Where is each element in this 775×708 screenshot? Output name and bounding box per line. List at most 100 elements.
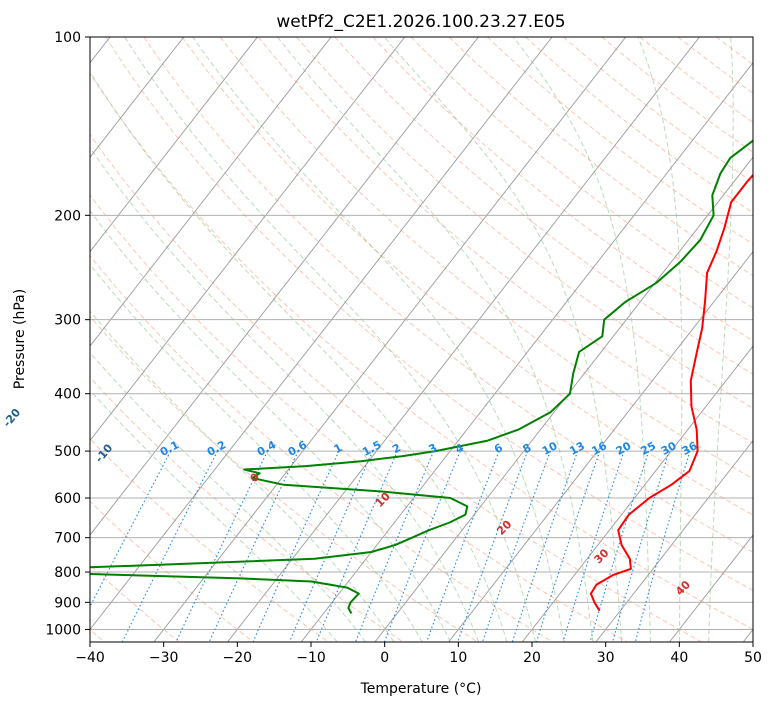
dry-adiabat-line	[563, 37, 753, 183]
isotherm-line	[448, 250, 753, 642]
x-tick-label: 0	[380, 650, 389, 666]
y-tick-label: 200	[54, 208, 81, 224]
dry-adiabat-label: -20	[0, 406, 23, 430]
mixing-ratio-line	[562, 450, 625, 642]
isotherm-line	[742, 628, 753, 642]
mixing-ratio-line	[90, 450, 172, 608]
mixing-ratio-label: 4	[453, 441, 466, 456]
isotherm-line	[153, 37, 627, 642]
x-axis-label: Temperature (°C)	[360, 681, 482, 697]
y-tick-label: 600	[54, 491, 81, 507]
mixing-ratio-line	[535, 450, 601, 642]
mixing-ratio-label: 2	[390, 441, 403, 456]
dry-adiabat-line	[448, 37, 753, 277]
y-axis-label: Pressure (hPa)	[12, 289, 28, 389]
y-tick-label: 900	[54, 595, 81, 611]
x-tick-label: −20	[223, 650, 253, 666]
dry-adiabat-line	[105, 37, 753, 591]
x-tick-label: 10	[449, 650, 467, 666]
moist-adiabat-line	[90, 70, 508, 642]
isotherm-line	[90, 37, 185, 158]
dry-adiabat-line	[296, 37, 753, 409]
y-tick-label: 800	[54, 565, 81, 581]
mixing-ratio-label: 3	[426, 441, 439, 456]
mixing-ratio-line	[481, 450, 551, 642]
isotherm-line	[90, 37, 332, 347]
moist-adiabat-line	[383, 37, 623, 642]
moist-adiabat-label: 20	[494, 517, 514, 537]
moist-adiabat-line	[124, 37, 536, 642]
mixing-ratio-label: 0.4	[255, 438, 279, 459]
moist-adiabat-line	[90, 351, 366, 642]
moist-adiabat-line	[90, 389, 338, 642]
dry-adiabat-line	[754, 37, 775, 642]
isotherm-line	[521, 345, 753, 642]
mixing-ratio-line	[175, 450, 268, 642]
y-tick-label: 300	[54, 313, 81, 329]
isotherm-line	[90, 37, 406, 442]
mixing-ratio-label: 0.2	[205, 438, 228, 459]
mixing-ratio-line	[426, 450, 500, 642]
mixing-ratio-label: 36	[680, 439, 700, 458]
isotherm-line	[669, 534, 753, 642]
isotherm-line	[595, 439, 753, 642]
dry-adiabat-line	[372, 37, 753, 342]
isotherm-line	[227, 37, 700, 642]
plot-frame	[89, 36, 754, 643]
dry-adiabat-line	[486, 37, 753, 245]
x-tick-label: 50	[744, 650, 762, 666]
moist-adiabat-line	[90, 310, 395, 642]
dry-adiabat-line	[715, 37, 753, 65]
dry-adiabat-line	[334, 37, 753, 375]
x-tick-label: −40	[75, 650, 105, 666]
mixing-ratio-label: 1	[332, 441, 345, 456]
x-tick-label: −30	[149, 650, 179, 666]
temperature-profile-line	[589, 173, 753, 612]
moist-adiabat-line	[637, 37, 683, 642]
moist-adiabat-line	[90, 209, 451, 642]
isotherm-line	[90, 37, 553, 631]
isotherm-line	[374, 156, 753, 642]
dry-adiabat-line	[258, 37, 753, 444]
mixing-ratio-label: 8	[521, 441, 534, 456]
dry-adiabat-line	[90, 500, 254, 642]
dry-adiabat-line	[677, 37, 753, 94]
moist-adiabat-line	[192, 37, 565, 642]
dewpoint-profile-line	[90, 139, 753, 614]
dry-adiabat-line	[601, 37, 753, 153]
dry-adiabat-line	[90, 133, 703, 642]
mixing-ratio-line	[612, 450, 670, 642]
mixing-ratio-label: 20	[614, 439, 634, 458]
moist-adiabat-line	[90, 263, 423, 642]
mixing-ratio-line	[354, 450, 435, 642]
mixing-ratio-line	[511, 450, 579, 642]
chart-title: wetPf2_C2E1.2026.100.23.27.E05	[276, 12, 565, 32]
x-tick-label: 40	[670, 650, 688, 666]
dry-adiabat-line	[90, 438, 329, 642]
dry-adiabat-line	[90, 254, 553, 642]
x-tick-label: 30	[597, 650, 615, 666]
moist-adiabat-label: 40	[673, 578, 693, 598]
mixing-ratio-label: 25	[638, 439, 658, 458]
mixing-ratio-label: 0.6	[286, 438, 310, 459]
mixing-ratio-label: 6	[492, 441, 505, 456]
mixing-ratio-line	[121, 450, 218, 642]
mixing-ratio-label: 10	[540, 439, 560, 458]
dry-adiabat-line	[219, 37, 753, 480]
moist-adiabat-line	[277, 37, 594, 642]
mixing-ratio-line	[208, 450, 299, 642]
mixing-ratio-label: 16	[589, 439, 609, 458]
mixing-ratio-label: 13	[567, 439, 587, 458]
moist-adiabat-line	[90, 147, 480, 642]
mixing-ratio-line	[634, 450, 691, 642]
isotherm-line	[90, 37, 479, 536]
dry-adiabat-line	[90, 376, 404, 642]
dry-adiabat-line	[410, 37, 753, 309]
isotherm-line	[300, 62, 753, 642]
y-tick-label: 700	[54, 531, 81, 547]
mixing-ratio-label: 30	[659, 439, 679, 458]
mixing-ratio-label: 0.1	[158, 438, 181, 459]
dry-adiabat-line	[90, 564, 180, 642]
dry-adiabat-label: -10	[93, 441, 116, 465]
